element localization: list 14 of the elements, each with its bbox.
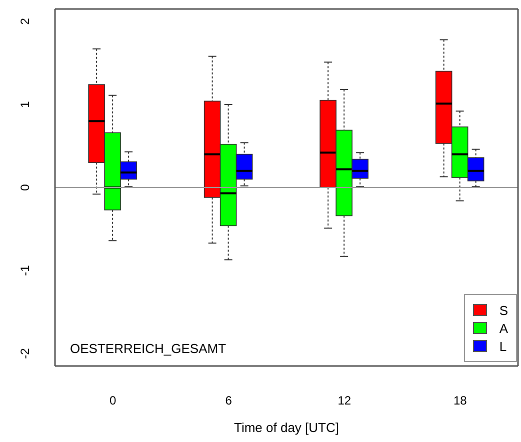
legend-label: S <box>499 302 508 318</box>
x-tick-label: 18 <box>453 394 468 408</box>
x-axis-title: Time of day [UTC] <box>234 420 339 435</box>
legend-label: L <box>499 338 507 354</box>
x-tick-label: 6 <box>225 394 232 408</box>
y-tick-label: -1 <box>18 264 32 276</box>
y-tick-label: 1 <box>18 100 32 108</box>
x-tick-label: 0 <box>110 394 117 408</box>
y-tick-label: 2 <box>18 18 32 25</box>
legend-label: A <box>499 320 508 336</box>
x-tick-label: 12 <box>338 394 352 408</box>
annotation: OESTERREICH_GESAMT <box>70 341 226 356</box>
y-tick-label: -2 <box>18 348 32 359</box>
y-tick-label: 0 <box>18 184 32 191</box>
